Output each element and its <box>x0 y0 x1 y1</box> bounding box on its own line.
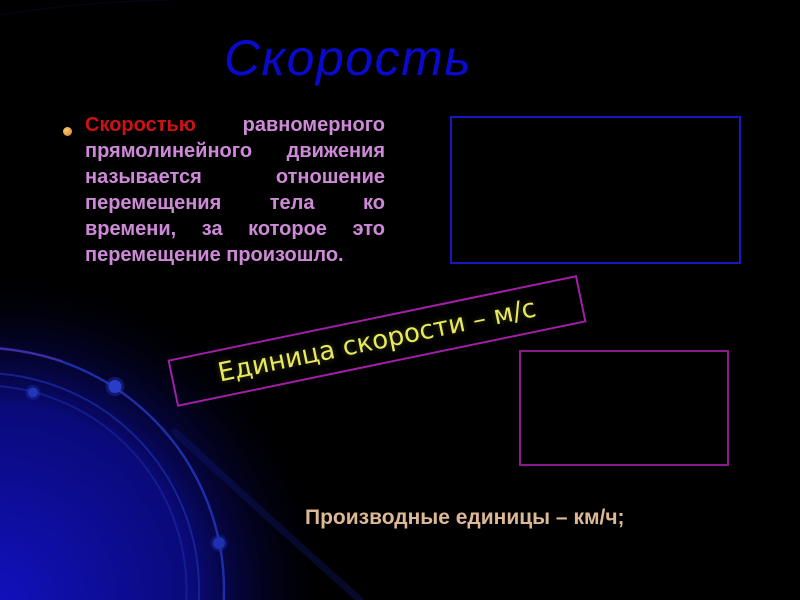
orbit-arcs <box>0 0 364 600</box>
definition-bullet-item: Скоростью равномерного прямолинейного дв… <box>58 112 385 268</box>
slide-title: Скорость <box>223 30 473 86</box>
definition-text: Скоростью равномерного прямолинейного дв… <box>58 112 385 268</box>
definition-body: равномерного прямолинейного движения наз… <box>85 114 385 266</box>
placeholder-box-magenta <box>519 350 729 466</box>
bullet-dot-icon <box>63 127 72 136</box>
derived-units-text: Производные единицы – км/ч; <box>305 506 625 529</box>
formula-box-blue <box>450 116 741 264</box>
definition-term: Скоростью <box>85 114 196 136</box>
orbit-dots <box>25 377 228 552</box>
